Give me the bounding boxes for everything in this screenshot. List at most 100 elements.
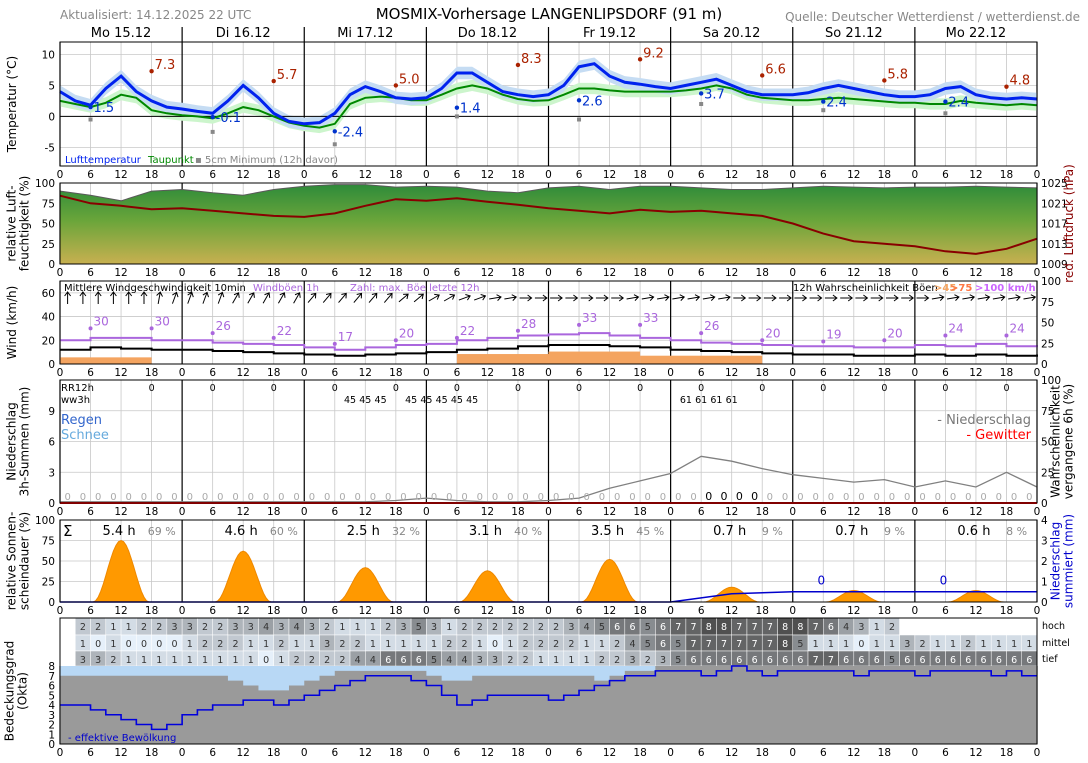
cloud-cell-value: 1: [278, 655, 284, 666]
wind-direction-arrow: [763, 294, 777, 302]
precip-amount-label: 0: [675, 492, 681, 503]
max-gust-label: 26: [704, 319, 719, 333]
max-temp-label: 4.8: [1009, 74, 1030, 89]
ground-min-point: [454, 114, 459, 119]
wind-direction-arrow: [794, 294, 808, 302]
precip-amount-label: 0: [446, 492, 452, 503]
x-tick-label: 18: [267, 169, 280, 181]
precip-amount-label: 0: [354, 492, 360, 503]
min-temp-label: 3.7: [704, 87, 725, 102]
cloud-cell: [899, 617, 916, 636]
cloud-cell-value: 2: [477, 622, 483, 633]
cloud-cell: [960, 617, 977, 636]
x-tick-label: 18: [267, 367, 280, 379]
x-tick-label: 6: [820, 267, 827, 279]
x-tick-label: 18: [389, 605, 402, 617]
x-tick-label: 12: [237, 267, 250, 279]
rr12-value: 0: [942, 383, 948, 394]
x-tick-label: 0: [179, 367, 186, 379]
max-gust-point: [332, 341, 337, 346]
cloud-cell-value: 2: [523, 655, 529, 666]
cloud-cell-value: 6: [629, 622, 635, 633]
x-tick-label: 0: [667, 605, 674, 617]
gust-line: [60, 332, 1038, 351]
cloud-cell-value: 6: [721, 655, 727, 666]
precip-amount-label: 0: [187, 492, 193, 503]
ww3-code: 45: [405, 395, 417, 406]
precip-amount-label: 0: [293, 492, 299, 503]
cloud-cell-value: 1: [126, 622, 132, 633]
cloud-cell-value: 4: [446, 655, 452, 666]
x-tick-label: 12: [847, 506, 860, 518]
y2-axis-label: vergangene 6h (%): [1062, 384, 1076, 499]
wind-direction-arrow: [293, 292, 301, 304]
x-tick-label: 6: [942, 747, 949, 759]
sunshine-hours-label: 4.6 h: [225, 524, 258, 539]
cloud-cell-value: 2: [446, 639, 452, 650]
cloud-cell-value: 4: [370, 655, 376, 666]
cloud-cell-value: 1: [950, 639, 956, 650]
precip-amount-label: 0: [217, 492, 223, 503]
cloud-cell-value: 6: [919, 655, 925, 666]
y2-tick-label: 25: [1041, 467, 1054, 479]
x-tick-label: 0: [1034, 506, 1041, 518]
x-tick-label: 6: [331, 605, 338, 617]
x-tick-label: 6: [87, 506, 94, 518]
x-tick-label: 12: [359, 506, 372, 518]
cloud-cell-value: 6: [904, 655, 910, 666]
precip-amount-label: 0: [263, 492, 269, 503]
sunshine-area: [459, 570, 516, 603]
x-tick-label: 12: [603, 506, 616, 518]
x-tick-label: 6: [87, 605, 94, 617]
wind-direction-arrow: [413, 293, 424, 303]
wind-direction-arrow: [353, 292, 363, 303]
max-temp-point: [637, 57, 643, 62]
y2-tick-label: 50: [1041, 437, 1054, 449]
cloud-cell-value: 6: [1011, 655, 1017, 666]
x-tick-label: 6: [454, 747, 461, 759]
y2-tick-label: 50: [1041, 318, 1054, 330]
cloud-cell-value: 1: [538, 655, 544, 666]
wind-direction-arrow: [962, 294, 976, 301]
cloud-cell-value: 1: [294, 639, 300, 650]
x-tick-label: 18: [633, 747, 646, 759]
wind-direction-arrow: [232, 292, 240, 304]
cloud-cell-value: 2: [141, 622, 147, 633]
wind-direction-arrow: [931, 294, 945, 301]
wind-direction-arrow: [840, 294, 854, 302]
cloud-cell-value: 1: [568, 655, 574, 666]
max-gust-point: [210, 331, 215, 336]
y-tick-label: 1: [48, 729, 55, 741]
sunshine-area: [215, 550, 272, 603]
precip-amount-label: 0: [232, 492, 238, 503]
x-tick-label: 12: [114, 367, 127, 379]
x-tick-label: 6: [820, 506, 827, 518]
x-tick-label: 6: [576, 605, 583, 617]
x-tick-label: 0: [57, 367, 64, 379]
cloud-cell-value: 0: [492, 639, 498, 650]
legend-gust-probability: 12h Wahrscheinlichkeit Böen: [793, 283, 938, 294]
y-tick-label: 7: [48, 671, 55, 683]
y2-tick-label: 2: [1041, 556, 1048, 568]
x-tick-label: 18: [633, 169, 646, 181]
y-tick-label: 25: [42, 577, 55, 589]
min-temp-label: 2.4: [948, 96, 969, 111]
cloud-cell-value: 3: [492, 655, 498, 666]
cloud-cell-value: 5: [675, 639, 681, 650]
x-tick-label: 6: [942, 367, 949, 379]
cloud-cell-value: 1: [416, 639, 422, 650]
sunshine-area: [947, 589, 1004, 603]
x-tick-label: 0: [301, 506, 308, 518]
y2-tick-label: 1025: [1041, 178, 1068, 190]
panel-frame: [59, 280, 1038, 365]
cloud-cell-value: 1: [874, 639, 880, 650]
x-tick-label: 12: [237, 605, 250, 617]
cloud-cell-value: 4: [584, 622, 590, 633]
cloud-cell: [975, 617, 992, 636]
y-axis-label: relative Luft-: [5, 185, 19, 261]
x-tick-label: 12: [359, 169, 372, 181]
rr12-value: 0: [576, 383, 582, 394]
x-tick-label: 12: [481, 605, 494, 617]
y2-axis-label: Niederschlag: [1049, 522, 1063, 600]
cloud-cell-value: 1: [935, 639, 941, 650]
